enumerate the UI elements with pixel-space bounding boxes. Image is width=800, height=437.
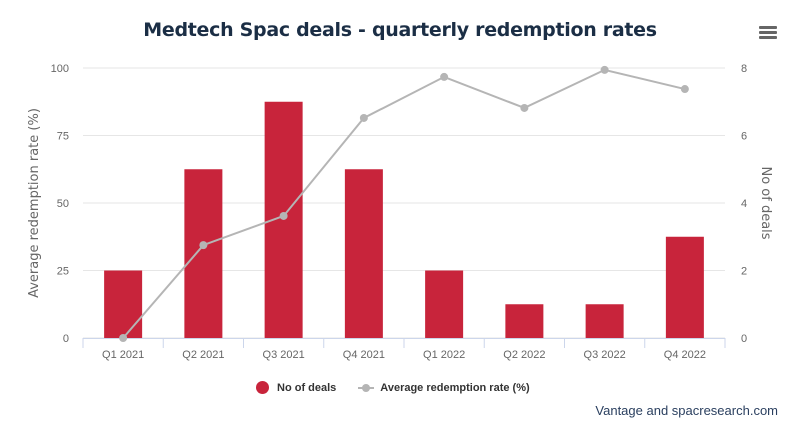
bar bbox=[104, 270, 143, 338]
line-point bbox=[440, 72, 449, 81]
line-point bbox=[520, 103, 529, 112]
bar bbox=[184, 169, 223, 338]
bar bbox=[585, 304, 624, 338]
legend-line-swatch bbox=[358, 383, 375, 392]
right-axis-title: No of deals bbox=[758, 166, 773, 239]
line-point bbox=[199, 241, 208, 250]
right-y-tick-label: 4 bbox=[741, 198, 747, 210]
line-point bbox=[359, 113, 368, 122]
menu-bar bbox=[759, 31, 777, 34]
line-point bbox=[680, 85, 689, 94]
legend-bar-swatch bbox=[256, 381, 269, 394]
bar bbox=[505, 304, 544, 338]
legend-label: No of deals bbox=[277, 381, 337, 394]
left-y-tick-label: 25 bbox=[57, 266, 69, 278]
x-tick-label: Q3 2021 bbox=[263, 349, 305, 361]
source-credit: Vantage and spacresearch.com bbox=[595, 403, 778, 418]
right-y-tick-label: 2 bbox=[741, 266, 747, 278]
chart-title: Medtech Spac deals - quarterly redemptio… bbox=[143, 19, 657, 41]
x-tick-label: Q2 2022 bbox=[503, 349, 545, 361]
menu-bar bbox=[759, 36, 777, 39]
left-y-tick-label: 100 bbox=[51, 63, 69, 75]
right-y-tick-label: 0 bbox=[741, 333, 747, 345]
line-path bbox=[122, 68, 686, 339]
left-y-tick-label: 50 bbox=[57, 198, 69, 210]
x-tick-label: Q3 2022 bbox=[584, 349, 626, 361]
legend: No of deals Average redemption rate (%) bbox=[256, 381, 552, 394]
left-y-tick-label: 75 bbox=[57, 131, 69, 143]
hamburger-menu-icon[interactable] bbox=[759, 26, 777, 40]
left-y-tick-label: 0 bbox=[63, 333, 69, 345]
bar bbox=[425, 270, 464, 338]
bar bbox=[665, 236, 704, 338]
x-tick-label: Q1 2022 bbox=[423, 349, 465, 361]
line-point bbox=[600, 65, 609, 74]
line-point bbox=[119, 334, 128, 342]
right-y-tick-label: 8 bbox=[741, 63, 747, 75]
right-y-tick-label: 6 bbox=[741, 131, 747, 143]
right-y-axis: 0 2 4 6 8 bbox=[741, 63, 747, 345]
bar-series bbox=[104, 101, 704, 338]
menu-bar bbox=[759, 26, 777, 29]
bar bbox=[344, 169, 383, 338]
x-axis: Q1 2021 Q2 2021 Q3 2021 Q4 2021 Q1 2022 Q2 20… bbox=[82, 338, 726, 361]
line-point bbox=[279, 211, 288, 220]
line-series bbox=[119, 65, 689, 342]
legend-line-marker bbox=[362, 383, 371, 392]
x-tick-label: Q4 2022 bbox=[664, 349, 706, 361]
legend-label: Average redemption rate (%) bbox=[380, 381, 530, 394]
left-axis-title: Average redemption rate (%) bbox=[27, 108, 42, 298]
x-tick-label: Q4 2021 bbox=[343, 349, 385, 361]
x-tick-label: Q2 2021 bbox=[182, 349, 224, 361]
x-tick-label: Q1 2021 bbox=[102, 349, 144, 361]
legend-item-deals[interactable]: No of deals bbox=[256, 381, 336, 394]
legend-item-redemption-rate[interactable]: Average redemption rate (%) bbox=[358, 381, 530, 394]
grid-lines bbox=[83, 67, 725, 339]
left-y-axis: 0 25 50 75 100 bbox=[51, 63, 69, 345]
